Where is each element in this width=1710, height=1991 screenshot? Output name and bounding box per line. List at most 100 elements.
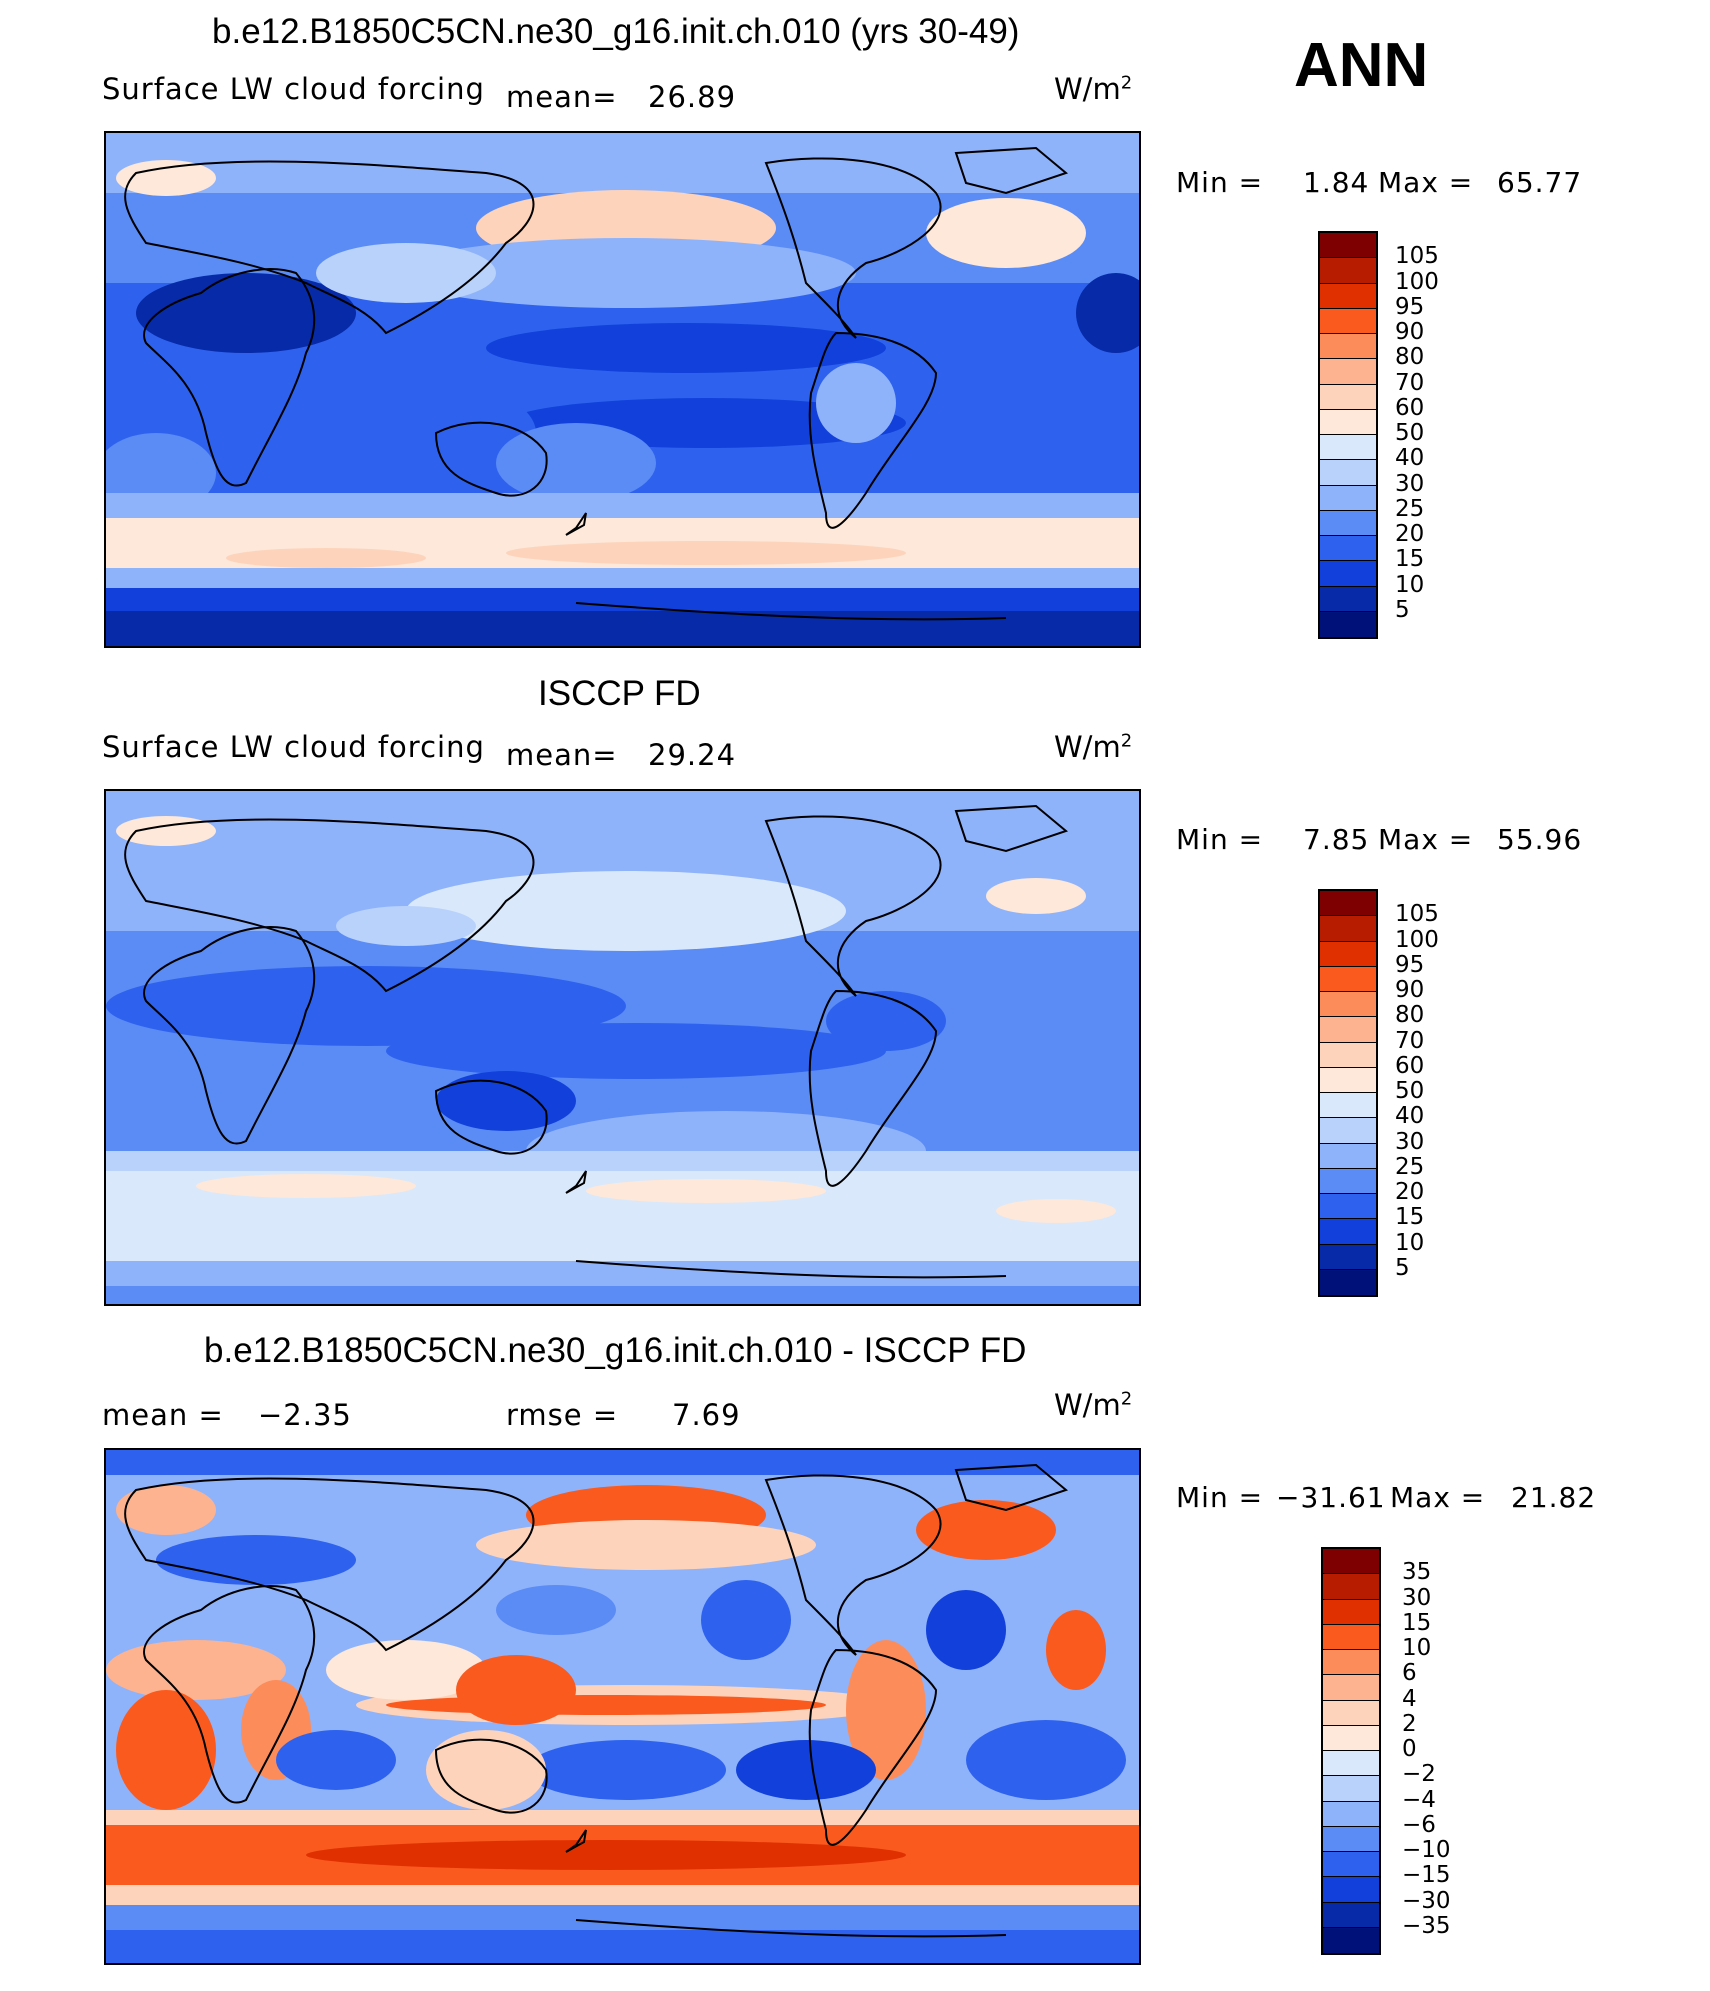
panel2-colorbar-tick-label: 100: [1395, 926, 1439, 953]
panel1-colorbar-swatch: [1320, 611, 1376, 637]
panel2-unit: W/m2: [1054, 730, 1133, 764]
panel3-colorbar-swatch: [1323, 1549, 1379, 1575]
panel2-colorbar-swatch: [1320, 1067, 1376, 1093]
season-label: ANN: [1294, 31, 1429, 100]
panel3-rmse-value: 7.69: [672, 1398, 741, 1432]
panel2-min-value: 7.85: [1303, 823, 1370, 856]
panel2-colorbar-tick-label: 20: [1395, 1179, 1425, 1205]
panel1-colorbar-swatch: [1320, 334, 1376, 360]
panel3-colorbar-tick-label: −4: [1402, 1786, 1436, 1813]
panel2-colorbar-swatch: [1320, 1194, 1376, 1220]
panel3-colorbar-tick-label: 35: [1402, 1559, 1432, 1586]
panel1-colorbar-tick-label: 70: [1395, 369, 1425, 396]
panel3-colorbar-swatch: [1323, 1675, 1379, 1701]
panel1-colorbar: [1318, 231, 1378, 639]
panel1-unit: W/m2: [1054, 72, 1133, 106]
panel3-max-label: Max =: [1390, 1481, 1486, 1514]
panel3-colorbar-tick-label: 30: [1402, 1584, 1432, 1611]
panel1-colorbar-tick-label: 60: [1395, 394, 1425, 421]
panel2-colorbar-tick-label: 5: [1395, 1254, 1410, 1281]
panel1-colorbar-tick-label: 50: [1395, 420, 1425, 446]
panel2-colorbar-swatch: [1320, 1168, 1376, 1194]
panel3-min-label: Min =: [1176, 1481, 1264, 1514]
panel1-colorbar-swatch: [1320, 586, 1376, 612]
panel2-colorbar-tick-label: 60: [1395, 1052, 1425, 1079]
panel3-max-value: 21.82: [1511, 1481, 1597, 1514]
panel1-colorbar-swatch: [1320, 435, 1376, 461]
panel3-colorbar-tick-label: −10: [1402, 1837, 1451, 1863]
panel2-colorbar-swatch: [1320, 992, 1376, 1018]
panel3-colorbar-tick-label: −15: [1402, 1862, 1451, 1889]
panel1-colorbar-tick-label: 100: [1395, 268, 1439, 295]
panel1-colorbar-swatch: [1320, 460, 1376, 486]
panel3-colorbar-tick-label: 6: [1402, 1660, 1417, 1687]
panel1-colorbar-swatch: [1320, 359, 1376, 385]
panel1-colorbar-tick-label: 90: [1395, 319, 1425, 345]
panel2-title: ISCCP FD: [538, 674, 701, 713]
panel2-colorbar-swatch: [1320, 966, 1376, 992]
panel2-colorbar-tick-label: 50: [1395, 1078, 1425, 1104]
panel2-colorbar-tick-label: 25: [1395, 1153, 1425, 1180]
panel3-min-value: −31.61: [1276, 1481, 1386, 1514]
panel3-colorbar-swatch: [1323, 1902, 1379, 1928]
panel1-mean-value: 26.89: [648, 80, 737, 114]
panel2-colorbar-swatch: [1320, 891, 1376, 917]
panel3-unit: W/m2: [1054, 1388, 1133, 1422]
panel3-colorbar-swatch: [1323, 1826, 1379, 1852]
panel2-map-field: [106, 791, 1139, 1304]
panel1-colorbar-tick-label: 95: [1395, 293, 1425, 320]
panel2-colorbar-tick-label: 30: [1395, 1128, 1425, 1155]
panel3-mean-label: mean =: [102, 1398, 224, 1432]
panel3-colorbar-swatch: [1323, 1725, 1379, 1751]
panel3-colorbar-tick-label: 15: [1402, 1609, 1432, 1636]
panel2-max-value: 55.96: [1497, 823, 1583, 856]
panel1-map-field: [106, 133, 1139, 646]
panel1-colorbar-swatch: [1320, 384, 1376, 410]
panel2-mean-value: 29.24: [648, 738, 737, 772]
panel2-colorbar: [1318, 889, 1378, 1297]
panel1-colorbar-tick-label: 105: [1395, 243, 1439, 270]
panel3-colorbar-swatch: [1323, 1852, 1379, 1878]
panel2-min-label: Min =: [1176, 823, 1264, 856]
panel3-colorbar-tick-label: −30: [1402, 1887, 1451, 1914]
panel1-colorbar-tick-label: 40: [1395, 445, 1425, 472]
panel3-colorbar-tick-label: −35: [1402, 1912, 1451, 1939]
panel2-colorbar-tick-label: 90: [1395, 977, 1425, 1003]
panel1-colorbar-tick-label: 5: [1395, 596, 1410, 623]
panel1-colorbar-tick-label: 15: [1395, 546, 1425, 573]
panel1-colorbar-tick-label: 20: [1395, 521, 1425, 547]
panel1-colorbar-tick-label: 10: [1395, 571, 1425, 598]
panel2-colorbar-swatch: [1320, 916, 1376, 942]
panel3-map: [104, 1448, 1141, 1965]
panel2-colorbar-tick-label: 70: [1395, 1027, 1425, 1054]
panel3-colorbar: [1321, 1547, 1381, 1955]
panel3-title: b.e12.B1850C5CN.ne30_g16.init.ch.010 - I…: [204, 1331, 1027, 1370]
panel2-colorbar-swatch: [1320, 1017, 1376, 1043]
panel3-colorbar-tick-label: 0: [1402, 1736, 1417, 1762]
panel2-colorbar-swatch: [1320, 1093, 1376, 1119]
panel1-colorbar-swatch: [1320, 485, 1376, 511]
panel2-map: [104, 789, 1141, 1306]
panel3-colorbar-tick-label: 4: [1402, 1685, 1417, 1712]
panel1-title: b.e12.B1850C5CN.ne30_g16.init.ch.010 (yr…: [212, 12, 1020, 51]
panel1-max-label: Max =: [1378, 166, 1474, 199]
panel2-colorbar-tick-label: 10: [1395, 1229, 1425, 1256]
panel1-colorbar-tick-label: 80: [1395, 344, 1425, 371]
panel1-colorbar-swatch: [1320, 233, 1376, 259]
panel3-colorbar-swatch: [1323, 1927, 1379, 1953]
panel1-colorbar-swatch: [1320, 308, 1376, 334]
panel2-colorbar-swatch: [1320, 1269, 1376, 1295]
panel2-colorbar-swatch: [1320, 941, 1376, 967]
panel1-map: [104, 131, 1141, 648]
panel3-colorbar-swatch: [1323, 1624, 1379, 1650]
panel1-min-label: Min =: [1176, 166, 1264, 199]
panel2-colorbar-swatch: [1320, 1143, 1376, 1169]
panel3-rmse-label: rmse =: [506, 1398, 619, 1432]
panel3-colorbar-tick-label: 10: [1402, 1635, 1432, 1661]
panel2-colorbar-swatch: [1320, 1219, 1376, 1245]
panel1-colorbar-swatch: [1320, 510, 1376, 536]
panel3-colorbar-swatch: [1323, 1801, 1379, 1827]
panel2-colorbar-tick-label: 40: [1395, 1103, 1425, 1130]
panel3-mean-value: −2.35: [258, 1398, 352, 1432]
panel2-max-label: Max =: [1378, 823, 1474, 856]
